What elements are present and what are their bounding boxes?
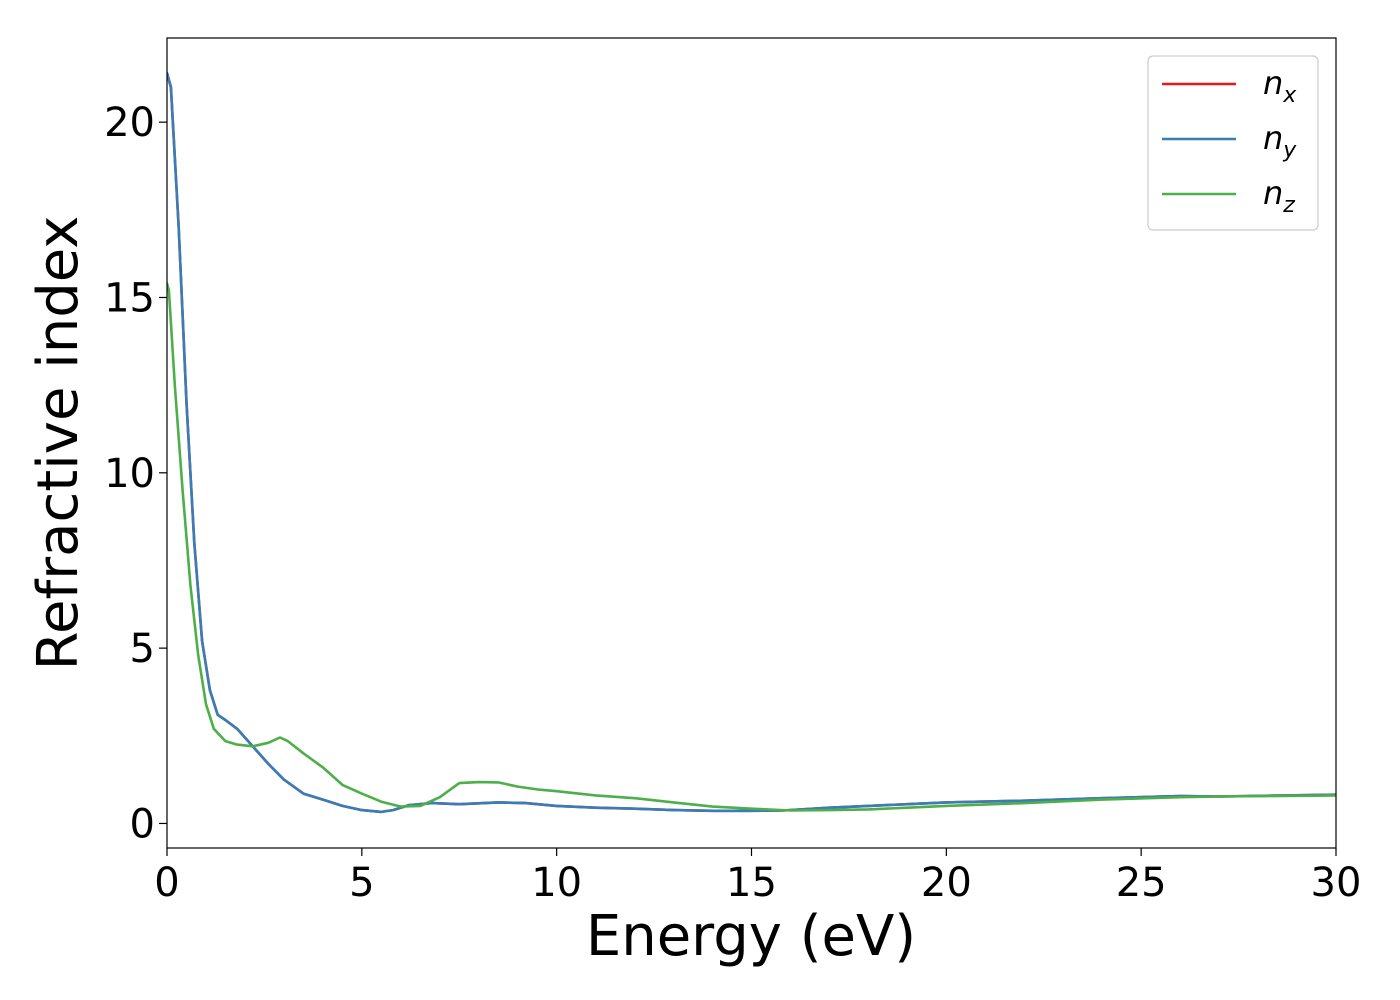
x-tick-label: 30 [1311, 860, 1362, 906]
series-line-nz [167, 282, 1336, 812]
x-tick-label: 10 [531, 860, 582, 906]
x-tick-label: 25 [1116, 860, 1167, 906]
plot-area [167, 38, 1336, 848]
x-tick-label: 15 [726, 860, 777, 906]
y-tick-label: 20 [104, 100, 155, 146]
y-tick-label: 0 [130, 801, 155, 847]
y-tick-label: 15 [104, 275, 155, 321]
series-line-ny [167, 71, 1336, 814]
x-tick-label: 0 [154, 860, 179, 906]
y-tick-label: 10 [104, 451, 155, 497]
x-tick-label: 20 [921, 860, 972, 906]
x-tick-label: 5 [349, 860, 374, 906]
y-tick-label: 5 [130, 626, 155, 672]
x-axis-label: Energy (eV) [586, 904, 916, 969]
legend-box [1147, 55, 1319, 231]
y-axis-label: Refractive index [26, 216, 91, 671]
